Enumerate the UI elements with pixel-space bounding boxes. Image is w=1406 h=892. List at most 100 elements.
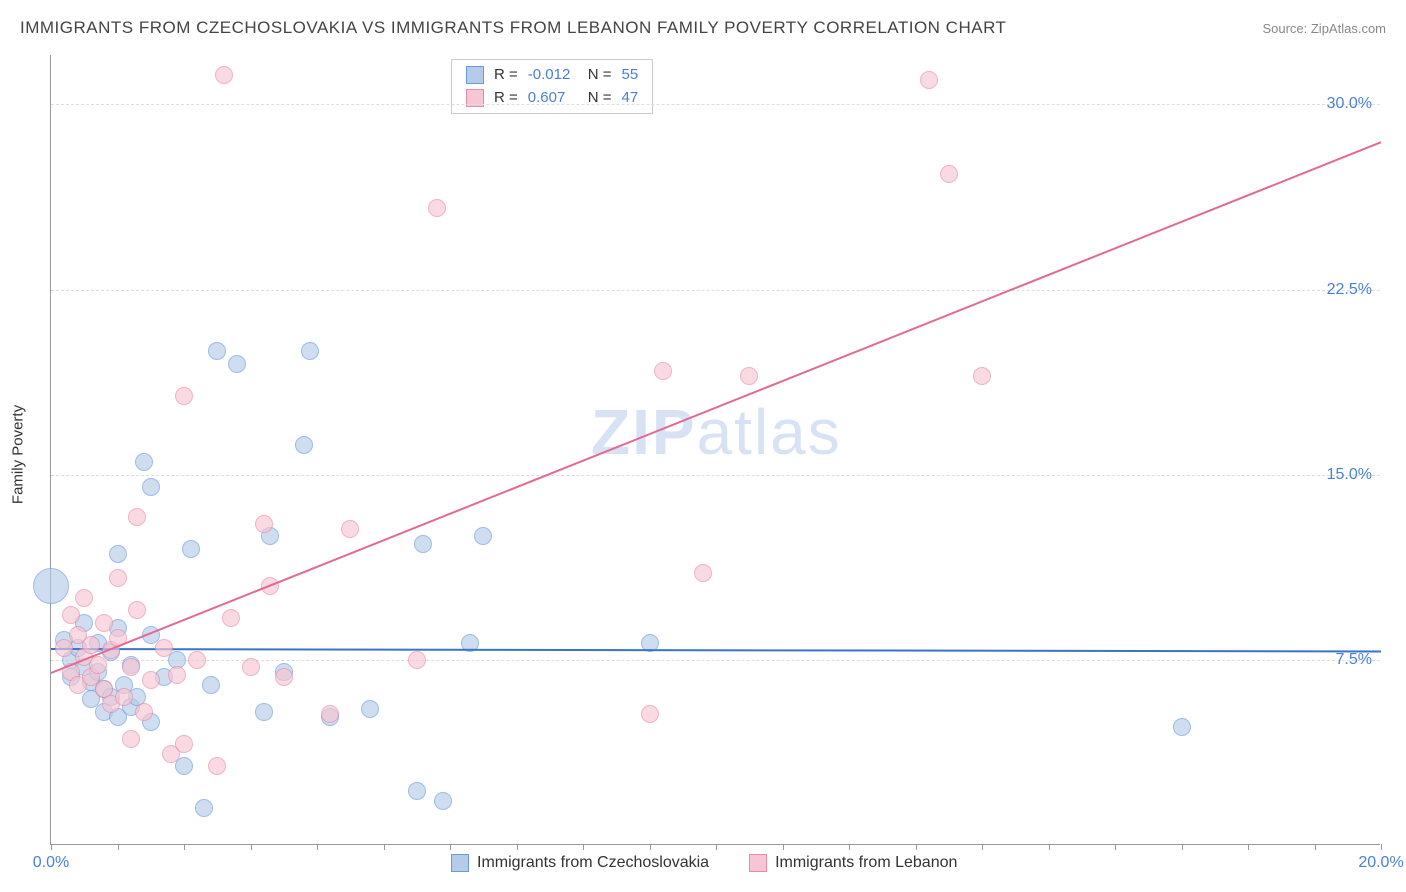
data-point bbox=[428, 199, 446, 217]
data-point bbox=[694, 564, 712, 582]
x-tick-mark bbox=[517, 844, 518, 850]
data-point bbox=[188, 651, 206, 669]
x-tick-mark bbox=[916, 844, 917, 850]
x-tick-label: 0.0% bbox=[33, 854, 69, 872]
data-point bbox=[75, 589, 93, 607]
data-point bbox=[109, 569, 127, 587]
data-point bbox=[33, 568, 69, 604]
data-point bbox=[920, 71, 938, 89]
x-tick-mark bbox=[251, 844, 252, 850]
title-bar: IMMIGRANTS FROM CZECHOSLOVAKIA VS IMMIGR… bbox=[20, 18, 1386, 38]
x-tick-mark bbox=[1182, 844, 1183, 850]
legend-correlation-row: R = 0.607 N = 47 bbox=[466, 87, 638, 110]
data-point bbox=[408, 651, 426, 669]
legend-series-item: Immigrants from Czechoslovakia bbox=[451, 854, 709, 872]
chart-title: IMMIGRANTS FROM CZECHOSLOVAKIA VS IMMIGR… bbox=[20, 18, 1006, 38]
data-point bbox=[255, 703, 273, 721]
data-point bbox=[175, 387, 193, 405]
r-label: R = bbox=[494, 64, 518, 87]
legend-series-label: Immigrants from Czechoslovakia bbox=[477, 854, 709, 872]
data-point bbox=[740, 367, 758, 385]
legend-swatch bbox=[749, 854, 767, 872]
data-point bbox=[301, 342, 319, 360]
r-value: 0.607 bbox=[528, 87, 578, 110]
data-point bbox=[202, 676, 220, 694]
legend-series-label: Immigrants from Lebanon bbox=[775, 854, 957, 872]
data-point bbox=[89, 656, 107, 674]
data-point bbox=[408, 782, 426, 800]
data-point bbox=[973, 367, 991, 385]
r-label: R = bbox=[494, 87, 518, 110]
data-point bbox=[155, 639, 173, 657]
x-tick-mark bbox=[1315, 844, 1316, 850]
legend-swatch bbox=[451, 854, 469, 872]
data-point bbox=[341, 520, 359, 538]
trend-line bbox=[51, 648, 1381, 652]
data-point bbox=[1173, 718, 1191, 736]
data-point bbox=[95, 614, 113, 632]
x-tick-mark bbox=[1248, 844, 1249, 850]
y-tick-label: 30.0% bbox=[1327, 95, 1372, 113]
x-tick-mark bbox=[583, 844, 584, 850]
y-axis-title: Family Poverty bbox=[10, 405, 27, 504]
data-point bbox=[175, 735, 193, 753]
legend-correlation-box: R = -0.012 N = 55 R = 0.607 N = 47 bbox=[451, 59, 653, 114]
data-point bbox=[135, 703, 153, 721]
y-tick-label: 22.5% bbox=[1327, 281, 1372, 299]
data-point bbox=[474, 527, 492, 545]
data-point bbox=[641, 705, 659, 723]
x-tick-mark bbox=[849, 844, 850, 850]
data-point bbox=[255, 515, 273, 533]
data-point bbox=[175, 757, 193, 775]
x-tick-mark bbox=[1049, 844, 1050, 850]
data-point bbox=[62, 606, 80, 624]
scatter-plot-area: ZIPatlas R =-0.012N =55R =0.607N =47 Imm… bbox=[50, 55, 1380, 845]
data-point bbox=[122, 658, 140, 676]
x-tick-mark bbox=[184, 844, 185, 850]
data-point bbox=[142, 671, 160, 689]
n-label: N = bbox=[588, 87, 612, 110]
x-tick-mark bbox=[450, 844, 451, 850]
n-value: 55 bbox=[622, 64, 639, 87]
legend-swatch bbox=[466, 66, 484, 84]
data-point bbox=[321, 705, 339, 723]
data-point bbox=[208, 342, 226, 360]
data-point bbox=[242, 658, 260, 676]
gridline bbox=[51, 475, 1380, 476]
x-tick-mark bbox=[716, 844, 717, 850]
r-value: -0.012 bbox=[528, 64, 578, 87]
data-point bbox=[122, 730, 140, 748]
legend-series: Immigrants from Czechoslovakia Immigrants… bbox=[451, 854, 957, 872]
data-point bbox=[115, 688, 133, 706]
data-point bbox=[82, 636, 100, 654]
data-point bbox=[275, 668, 293, 686]
gridline bbox=[51, 290, 1380, 291]
data-point bbox=[215, 66, 233, 84]
x-tick-mark bbox=[51, 844, 52, 850]
x-tick-mark bbox=[1115, 844, 1116, 850]
data-point bbox=[142, 478, 160, 496]
data-point bbox=[128, 601, 146, 619]
data-point bbox=[940, 165, 958, 183]
data-point bbox=[222, 609, 240, 627]
x-tick-mark bbox=[1381, 844, 1382, 850]
data-point bbox=[135, 453, 153, 471]
n-value: 47 bbox=[622, 87, 639, 110]
data-point bbox=[654, 362, 672, 380]
data-point bbox=[168, 666, 186, 684]
x-tick-mark bbox=[783, 844, 784, 850]
data-point bbox=[195, 799, 213, 817]
data-point bbox=[434, 792, 452, 810]
x-tick-mark bbox=[118, 844, 119, 850]
y-tick-label: 7.5% bbox=[1336, 651, 1372, 669]
data-point bbox=[128, 508, 146, 526]
n-label: N = bbox=[588, 64, 612, 87]
data-point bbox=[109, 545, 127, 563]
gridline bbox=[51, 104, 1380, 105]
x-tick-mark bbox=[982, 844, 983, 850]
x-tick-mark bbox=[317, 844, 318, 850]
x-tick-mark bbox=[650, 844, 651, 850]
data-point bbox=[228, 355, 246, 373]
x-tick-label: 20.0% bbox=[1358, 854, 1403, 872]
data-point bbox=[182, 540, 200, 558]
